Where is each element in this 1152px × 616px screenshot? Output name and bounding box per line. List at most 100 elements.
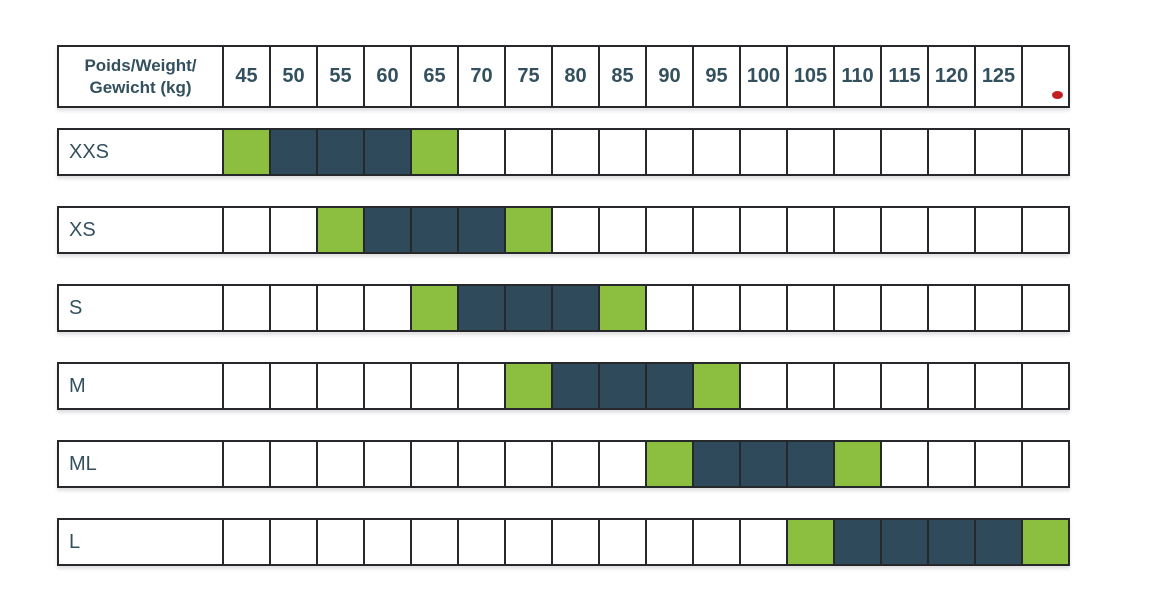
weight-cell-l-80 (551, 520, 598, 564)
weight-cell-ml-90 (645, 442, 692, 486)
weight-cell-m-85 (598, 364, 645, 408)
weight-cell-l-115 (880, 520, 927, 564)
size-row-xxs: XXS (57, 128, 1070, 176)
weight-cell-l-95 (692, 520, 739, 564)
header-cell-85: 85 (598, 47, 645, 106)
weight-cell-s-50 (269, 286, 316, 330)
weight-cell-xxs-empty (1021, 130, 1068, 174)
weight-cell-l-110 (833, 520, 880, 564)
header-cell-120: 120 (927, 47, 974, 106)
weight-cell-xxs-105 (786, 130, 833, 174)
weight-value: 75 (517, 65, 540, 87)
header-cell-45: 45 (222, 47, 269, 106)
weight-cell-m-90 (645, 364, 692, 408)
header-cell-95: 95 (692, 47, 739, 106)
header-cell-110: 110 (833, 47, 880, 106)
weight-cell-ml-110 (833, 442, 880, 486)
weight-cell-s-120 (927, 286, 974, 330)
weight-cell-ml-75 (504, 442, 551, 486)
weight-cell-m-105 (786, 364, 833, 408)
weight-cell-l-90 (645, 520, 692, 564)
weight-cell-xxs-115 (880, 130, 927, 174)
weight-cell-m-60 (363, 364, 410, 408)
header-cell-55: 55 (316, 47, 363, 106)
weight-value: 55 (329, 65, 352, 87)
weight-cell-ml-50 (269, 442, 316, 486)
weight-cell-l-50 (269, 520, 316, 564)
weight-cell-l-105 (786, 520, 833, 564)
weight-value: 80 (564, 65, 587, 87)
weight-header-label-line2: Gewicht (kg) (89, 77, 192, 97)
weight-cell-ml-55 (316, 442, 363, 486)
header-cell-65: 65 (410, 47, 457, 106)
weight-cell-m-empty (1021, 364, 1068, 408)
weight-cell-s-95 (692, 286, 739, 330)
weight-cell-ml-80 (551, 442, 598, 486)
weight-cell-m-80 (551, 364, 598, 408)
weight-cell-xxs-95 (692, 130, 739, 174)
header-cell-105: 105 (786, 47, 833, 106)
weight-value: 85 (611, 65, 634, 87)
weight-cell-xs-100 (739, 208, 786, 252)
weight-value: 110 (841, 65, 874, 87)
weight-value: 100 (746, 65, 781, 87)
weight-value: 70 (470, 65, 493, 87)
header-cell-100: 100 (739, 47, 786, 106)
weight-cell-m-45 (222, 364, 269, 408)
weight-cell-s-55 (316, 286, 363, 330)
weight-cell-m-120 (927, 364, 974, 408)
size-row-ml: ML (57, 440, 1070, 488)
weight-cell-xs-55 (316, 208, 363, 252)
weight-cell-ml-60 (363, 442, 410, 486)
red-dot-icon (1052, 91, 1063, 99)
weight-cell-s-110 (833, 286, 880, 330)
weight-cell-xxs-80 (551, 130, 598, 174)
size-label: XXS (69, 140, 110, 163)
size-label: ML (69, 452, 97, 475)
weight-value: 95 (705, 65, 728, 87)
weight-cell-m-75 (504, 364, 551, 408)
weight-value: 60 (376, 65, 399, 87)
weight-cell-s-85 (598, 286, 645, 330)
weight-cell-xs-115 (880, 208, 927, 252)
weight-cell-m-115 (880, 364, 927, 408)
weight-cell-m-65 (410, 364, 457, 408)
weight-value: 120 (934, 65, 969, 87)
weight-cell-m-125 (974, 364, 1021, 408)
header-row: Poids/Weight/ Gewicht (kg) 45 50 55 60 65 70 7… (57, 45, 1070, 108)
weight-cell-s-70 (457, 286, 504, 330)
weight-cell-l-75 (504, 520, 551, 564)
weight-cell-l-70 (457, 520, 504, 564)
weight-cell-m-70 (457, 364, 504, 408)
weight-cell-xxs-55 (316, 130, 363, 174)
weight-cell-l-120 (927, 520, 974, 564)
header-cell-80: 80 (551, 47, 598, 106)
weight-cell-xxs-110 (833, 130, 880, 174)
size-label: S (69, 296, 83, 319)
size-label: L (69, 530, 81, 553)
weight-cell-s-125 (974, 286, 1021, 330)
weight-cell-ml-empty (1021, 442, 1068, 486)
header-cell-90: 90 (645, 47, 692, 106)
weight-cell-xxs-100 (739, 130, 786, 174)
weight-cell-xxs-90 (645, 130, 692, 174)
weight-cell-xxs-85 (598, 130, 645, 174)
weight-value: 125 (981, 65, 1016, 87)
weight-cell-s-empty (1021, 286, 1068, 330)
size-row-l: L (57, 518, 1070, 566)
weight-cell-ml-120 (927, 442, 974, 486)
weight-value: 50 (282, 65, 305, 87)
weight-header-label: Poids/Weight/ Gewicht (kg) (59, 47, 222, 106)
weight-cell-xs-120 (927, 208, 974, 252)
weight-cell-xxs-50 (269, 130, 316, 174)
size-weight-chart: Poids/Weight/ Gewicht (kg) 45 50 55 60 65 70 7… (57, 45, 1070, 596)
weight-cell-m-110 (833, 364, 880, 408)
weight-cell-ml-65 (410, 442, 457, 486)
weight-cell-xs-80 (551, 208, 598, 252)
weight-cell-xs-60 (363, 208, 410, 252)
weight-cell-xs-75 (504, 208, 551, 252)
weight-cell-ml-45 (222, 442, 269, 486)
weight-cell-m-50 (269, 364, 316, 408)
weight-value: 45 (235, 65, 258, 87)
weight-cell-s-105 (786, 286, 833, 330)
